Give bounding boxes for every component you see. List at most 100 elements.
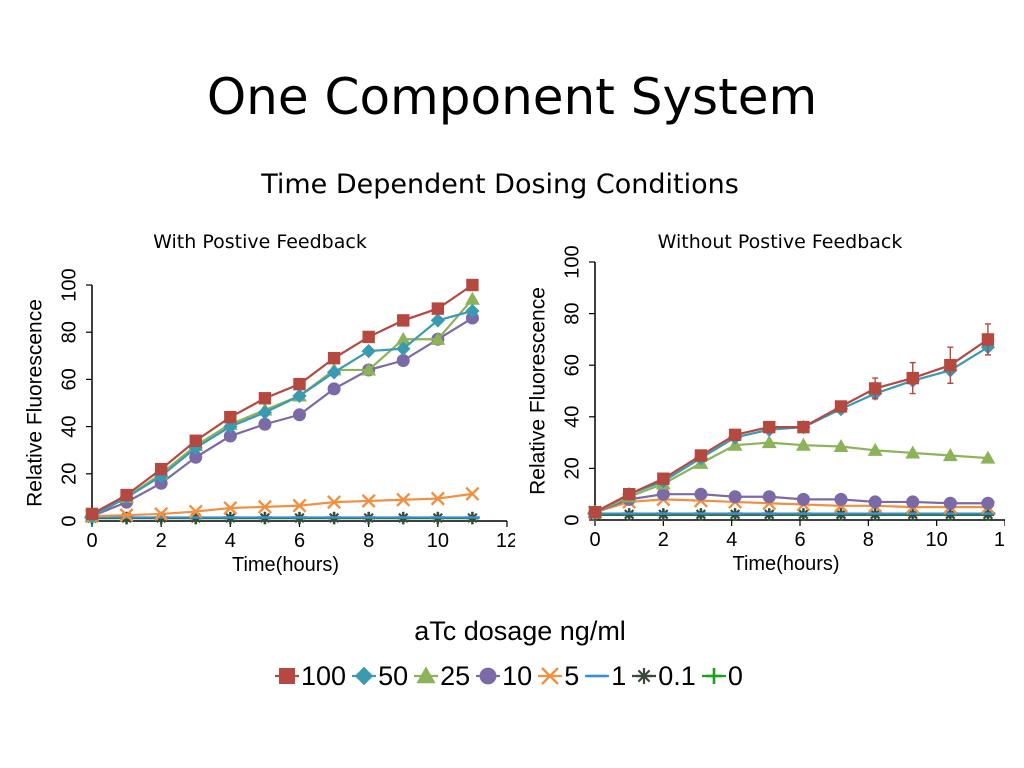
legend-label: 0	[727, 661, 743, 691]
data-point	[622, 488, 636, 501]
data-point	[943, 496, 957, 510]
legend-item-0: 0	[701, 660, 743, 692]
legend-marker-diamond	[352, 666, 377, 686]
slide-subtitle: Time Dependent Dosing Conditions	[261, 169, 739, 200]
series-100	[588, 323, 995, 519]
data-point	[258, 392, 272, 405]
data-point	[223, 500, 238, 516]
data-point	[430, 491, 445, 506]
data-point	[868, 495, 882, 509]
data-point	[868, 382, 882, 395]
legend-item-50: 50	[352, 660, 408, 692]
legend-label: 5	[564, 661, 580, 691]
data-point	[465, 486, 480, 501]
data-point	[292, 408, 307, 422]
data-point	[867, 442, 883, 456]
data-point	[223, 429, 237, 443]
data-point	[188, 504, 203, 519]
series-10	[85, 311, 479, 523]
y-tick-label: 100	[58, 268, 80, 301]
data-point	[944, 359, 957, 372]
legend-label: 1	[611, 661, 627, 691]
data-point	[797, 420, 810, 434]
legend-item-0.1: 0.1	[632, 660, 696, 692]
data-point	[981, 333, 995, 346]
y-tick-label: 80	[561, 302, 583, 324]
x-axis-label: Time(hours)	[232, 554, 339, 576]
legend-symbol	[279, 668, 295, 684]
data-point	[362, 330, 375, 344]
legend-symbol	[479, 667, 497, 685]
data-point	[224, 410, 237, 424]
y-axis-label: Relative Fluorescence	[527, 287, 550, 495]
data-point	[154, 506, 169, 521]
data-point	[326, 365, 342, 380]
y-tick-label: 40	[58, 415, 80, 437]
legend-symbol	[705, 668, 722, 684]
legend-marker-star	[632, 668, 657, 684]
x-tick-label: 12	[496, 530, 515, 552]
data-point	[361, 493, 376, 508]
data-point	[361, 362, 377, 376]
series-line-10	[91, 317, 473, 518]
series-line-50	[91, 309, 473, 518]
data-point	[189, 434, 202, 447]
x-tick-label: 6	[294, 530, 305, 552]
legend-item-1: 1	[585, 660, 626, 692]
data-point	[396, 341, 411, 356]
data-point	[834, 492, 848, 506]
data-point	[258, 417, 272, 431]
legend-symbol	[636, 668, 653, 684]
data-point	[465, 303, 480, 319]
legend-marker-circle	[476, 667, 501, 685]
legend-marker-triangle	[414, 666, 439, 684]
data-point	[430, 313, 445, 328]
x-tick-label: 10	[427, 530, 449, 552]
y-tick-label: 60	[58, 368, 80, 390]
right-chart-title: Without Postive Feedback	[657, 231, 903, 253]
legend-item-5: 5	[538, 660, 579, 692]
data-point	[657, 472, 670, 485]
y-tick-label: 80	[58, 321, 80, 343]
legend-items: 100 50 25 10 5 1 0.1 0	[275, 658, 749, 694]
data-point	[396, 492, 411, 507]
x-tick-label: 10	[926, 529, 948, 551]
series-line-5	[594, 498, 988, 514]
data-point	[728, 428, 742, 442]
x-axis-label: Time(hours)	[732, 553, 839, 575]
data-point	[327, 351, 341, 365]
data-point	[189, 450, 203, 464]
x-tick-label: 8	[863, 529, 874, 551]
data-point	[834, 400, 848, 413]
y-tick-label: 0	[561, 514, 583, 525]
legend-symbol	[354, 666, 374, 686]
data-point	[762, 490, 776, 504]
data-point	[656, 487, 670, 501]
data-point	[431, 302, 445, 315]
data-point	[763, 420, 776, 434]
data-point	[728, 490, 742, 504]
chart-without-feedback: 0 20 40 60 80 100 0 2 4 6 8 10 12 Time(hours) Relative…	[527, 245, 1005, 575]
chart-with-feedback: 0 20 40 60 80 100 0 2 4 6 8 10 12 Time(hours) Relative…	[24, 268, 515, 576]
legend-symbol	[541, 667, 560, 685]
y-tick-label: 40	[561, 406, 583, 428]
data-point	[257, 405, 273, 420]
legend-label: 100	[301, 661, 347, 691]
data-point	[981, 496, 995, 510]
x-tick-label: 0	[589, 529, 600, 551]
x-tick-label: 2	[156, 530, 167, 552]
x-tick-label: 4	[726, 529, 737, 551]
data-point	[396, 354, 410, 368]
series-line-25	[594, 441, 988, 514]
data-point	[293, 377, 306, 391]
data-point	[694, 449, 708, 462]
legend-marker-plus	[701, 668, 726, 684]
x-tick-label: 2	[658, 529, 669, 551]
data-point	[119, 508, 134, 523]
left-chart-title: With Postive Feedback	[153, 231, 367, 253]
data-point	[905, 445, 921, 459]
data-point	[796, 492, 810, 506]
x-tick-label: 0	[86, 530, 97, 552]
series-line-5	[91, 492, 473, 518]
legend: aTc dosage ng/ml 100 50 25 10 5 1 0.1 0	[265, 612, 775, 702]
